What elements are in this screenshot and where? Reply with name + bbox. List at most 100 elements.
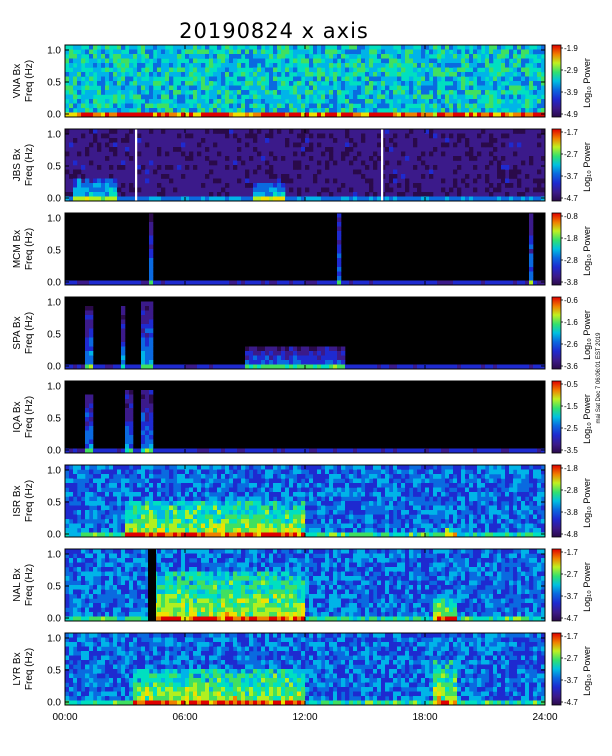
y-tick-label: 0.5 xyxy=(47,414,61,425)
spectrogram-image xyxy=(65,297,545,369)
spectrogram-image xyxy=(65,45,545,117)
data-gap xyxy=(381,129,384,201)
colorbar-tick-label: -2.6 xyxy=(564,340,578,349)
colorbar-tick-label: -4.7 xyxy=(564,614,578,623)
y-tick-label: 1.0 xyxy=(47,214,61,225)
panel-mcm: 0.0 0.5 1.0 MCM Bx Freq (Hz) -0.8 -1.8 -2.8 -3.8… xyxy=(12,212,592,289)
colorbar-tick-label: -1.7 xyxy=(564,128,578,137)
y-tick-label: 0.0 xyxy=(47,362,61,373)
colorbar-tick-label: -4.7 xyxy=(564,194,578,203)
y-axis-label-station: VNA Bx xyxy=(12,64,23,98)
colorbar-tick-label: -3.8 xyxy=(564,278,578,287)
panel-jbs: 0.0 0.5 1.0 JBS Bx Freq (Hz) -1.7 -2.7 -3.7 -4.7… xyxy=(12,128,592,205)
colorbar-label: Log₁₀ Power xyxy=(582,226,592,276)
colorbar-label: Log₁₀ Power xyxy=(582,394,592,444)
colorbar-tick-label: -3.7 xyxy=(564,676,578,685)
y-axis-label-freq: Freq (Hz) xyxy=(24,312,35,354)
colorbar-label: Log₁₀ Power xyxy=(582,478,592,528)
colorbar-tick-label: -1.8 xyxy=(564,234,578,243)
colorbar: -1.7 -2.7 -3.7 -4.7 Log₁₀ Power xyxy=(551,548,592,623)
panel-isr: 0.0 0.5 1.0 ISR Bx Freq (Hz) -1.8 -2.8 -3.8 -4.8… xyxy=(12,464,592,541)
spectrogram-image xyxy=(65,549,545,621)
colorbar-tick-label: -0.8 xyxy=(564,212,578,221)
colorbar-tick-label: -3.5 xyxy=(564,446,578,455)
colorbar-tick-label: -0.5 xyxy=(564,380,578,389)
x-tick-label: 12:00 xyxy=(292,712,317,723)
colorbar-tick-label: -1.9 xyxy=(564,44,578,53)
x-tick-label: 18:00 xyxy=(412,712,437,723)
y-tick-label: 0.5 xyxy=(47,78,61,89)
y-axis-label-freq: Freq (Hz) xyxy=(24,648,35,690)
y-axis-label-station: JBS Bx xyxy=(12,149,23,182)
y-tick-label: 1.0 xyxy=(47,634,61,645)
y-tick-label: 0.5 xyxy=(47,582,61,593)
panel-lyr: 0.0 0.5 1.0 LYR Bx Freq (Hz) -1.7 -2.7 -3.7 -4.7… xyxy=(12,632,592,709)
colorbar: -0.8 -1.8 -2.8 -3.8 Log₁₀ Power xyxy=(551,212,592,287)
colorbar: -0.5 -1.5 -2.5 -3.5 Log₁₀ Power xyxy=(551,380,592,455)
colorbar-label: Log₁₀ Power xyxy=(582,562,592,612)
side-note: mai Sat Dec 7 06:06:01 EST 2019 xyxy=(596,332,602,424)
colorbar: -1.7 -2.7 -3.7 -4.7 Log₁₀ Power xyxy=(551,632,592,707)
colorbar: -1.8 -2.8 -3.8 -4.8 Log₁₀ Power xyxy=(551,464,592,539)
y-axis-label-station: SPA Bx xyxy=(12,316,23,349)
panel-spa: 0.0 0.5 1.0 SPA Bx Freq (Hz) -0.6 -1.6 -2.6 -3.6… xyxy=(12,296,592,373)
y-axis-label-station: MCM Bx xyxy=(12,230,23,268)
y-tick-label: 1.0 xyxy=(47,550,61,561)
panel-nal: 0.0 0.5 1.0 NAL Bx Freq (Hz) -1.7 -2.7 -3.7 -4.7… xyxy=(12,548,592,625)
y-tick-label: 0.0 xyxy=(47,530,61,541)
y-tick-label: 0.0 xyxy=(47,110,61,121)
colorbar-tick-label: -2.7 xyxy=(564,570,578,579)
colorbar-tick-label: -2.5 xyxy=(564,424,578,433)
y-tick-label: 0.0 xyxy=(47,194,61,205)
colorbar: -1.9 -2.9 -3.9 -4.9 Log₁₀ Power xyxy=(551,44,592,119)
colorbar-tick-label: -2.8 xyxy=(564,256,578,265)
colorbar-tick-label: -2.8 xyxy=(564,486,578,495)
panel-iqa: 0.0 0.5 1.0 IQA Bx Freq (Hz) -0.5 -1.5 -2.5 -3.5… xyxy=(12,380,592,457)
y-tick-label: 0.0 xyxy=(47,698,61,709)
x-tick-label: 24:00 xyxy=(532,712,557,723)
colorbar-tick-label: -3.7 xyxy=(564,592,578,601)
colorbar-tick-label: -3.7 xyxy=(564,172,578,181)
colorbar-tick-label: -4.8 xyxy=(564,530,578,539)
colorbar: -1.7 -2.7 -3.7 -4.7 Log₁₀ Power xyxy=(551,128,592,203)
y-tick-label: 0.5 xyxy=(47,666,61,677)
colorbar-tick-label: -3.9 xyxy=(564,88,578,97)
colorbar-label: Log₁₀ Power xyxy=(582,58,592,108)
y-tick-label: 0.5 xyxy=(47,498,61,509)
y-tick-label: 0.0 xyxy=(47,278,61,289)
x-tick-label: 00:00 xyxy=(52,712,77,723)
y-tick-label: 0.0 xyxy=(47,614,61,625)
y-axis-label-station: IQA Bx xyxy=(12,401,23,432)
chart-title: 20190824 x axis xyxy=(179,19,369,43)
panel-vna: 0.0 0.5 1.0 VNA Bx Freq (Hz) -1.9 -2.9 -3.9 -4.9… xyxy=(12,44,592,121)
data-gap xyxy=(148,549,156,621)
colorbar-tick-label: -2.7 xyxy=(564,150,578,159)
y-tick-label: 1.0 xyxy=(47,382,61,393)
colorbar-tick-label: -1.8 xyxy=(564,464,578,473)
y-axis-label-freq: Freq (Hz) xyxy=(24,228,35,270)
y-tick-label: 0.5 xyxy=(47,162,61,173)
spectrogram-image xyxy=(65,129,545,201)
data-gap xyxy=(135,129,138,201)
y-tick-label: 1.0 xyxy=(47,130,61,141)
spectrogram-image xyxy=(65,465,545,537)
colorbar: -0.6 -1.6 -2.6 -3.6 Log₁₀ Power xyxy=(551,296,592,371)
colorbar-tick-label: -1.5 xyxy=(564,402,578,411)
y-axis-label-freq: Freq (Hz) xyxy=(24,480,35,522)
y-axis-label-freq: Freq (Hz) xyxy=(24,144,35,186)
spectrogram-image xyxy=(65,381,545,453)
y-axis-label-station: ISR Bx xyxy=(12,485,23,516)
y-tick-label: 0.5 xyxy=(47,330,61,341)
colorbar-label: Log₁₀ Power xyxy=(582,646,592,696)
colorbar-tick-label: -4.9 xyxy=(564,110,578,119)
colorbar-tick-label: -3.6 xyxy=(564,362,578,371)
y-axis-label-station: NAL Bx xyxy=(12,568,23,602)
colorbar-tick-label: -0.6 xyxy=(564,296,578,305)
spectrogram-image xyxy=(65,213,545,285)
colorbar-tick-label: -4.7 xyxy=(564,698,578,707)
spectrogram-image xyxy=(65,633,545,705)
colorbar-tick-label: -1.7 xyxy=(564,632,578,641)
x-axis: 00:00 06:00 12:00 18:00 24:00 xyxy=(52,712,557,723)
